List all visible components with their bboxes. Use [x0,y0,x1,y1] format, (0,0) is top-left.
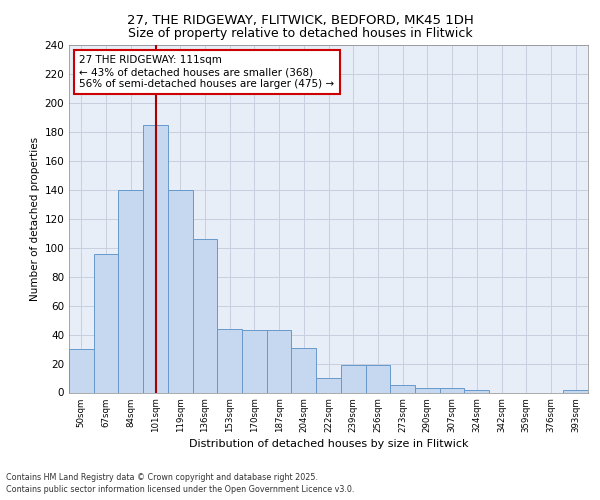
Bar [242,330,267,392]
X-axis label: Distribution of detached houses by size in Flitwick: Distribution of detached houses by size … [189,439,468,449]
Bar [292,348,316,393]
Bar [365,365,390,392]
Bar [440,388,464,392]
Text: 27 THE RIDGEWAY: 111sqm
← 43% of detached houses are smaller (368)
56% of semi-d: 27 THE RIDGEWAY: 111sqm ← 43% of detache… [79,56,335,88]
Bar [69,349,94,393]
Text: Contains public sector information licensed under the Open Government Licence v3: Contains public sector information licen… [6,485,355,494]
Bar [390,386,415,392]
Bar [217,329,242,392]
Bar [341,365,365,392]
Text: Contains HM Land Registry data © Crown copyright and database right 2025.: Contains HM Land Registry data © Crown c… [6,472,318,482]
Bar [193,239,217,392]
Bar [267,330,292,392]
Bar [415,388,440,392]
Text: 27, THE RIDGEWAY, FLITWICK, BEDFORD, MK45 1DH: 27, THE RIDGEWAY, FLITWICK, BEDFORD, MK4… [127,14,473,27]
Bar [143,124,168,392]
Text: Size of property relative to detached houses in Flitwick: Size of property relative to detached ho… [128,28,472,40]
Bar [94,254,118,392]
Y-axis label: Number of detached properties: Number of detached properties [30,136,40,301]
Bar [563,390,588,392]
Bar [118,190,143,392]
Bar [464,390,489,392]
Bar [168,190,193,392]
Bar [316,378,341,392]
